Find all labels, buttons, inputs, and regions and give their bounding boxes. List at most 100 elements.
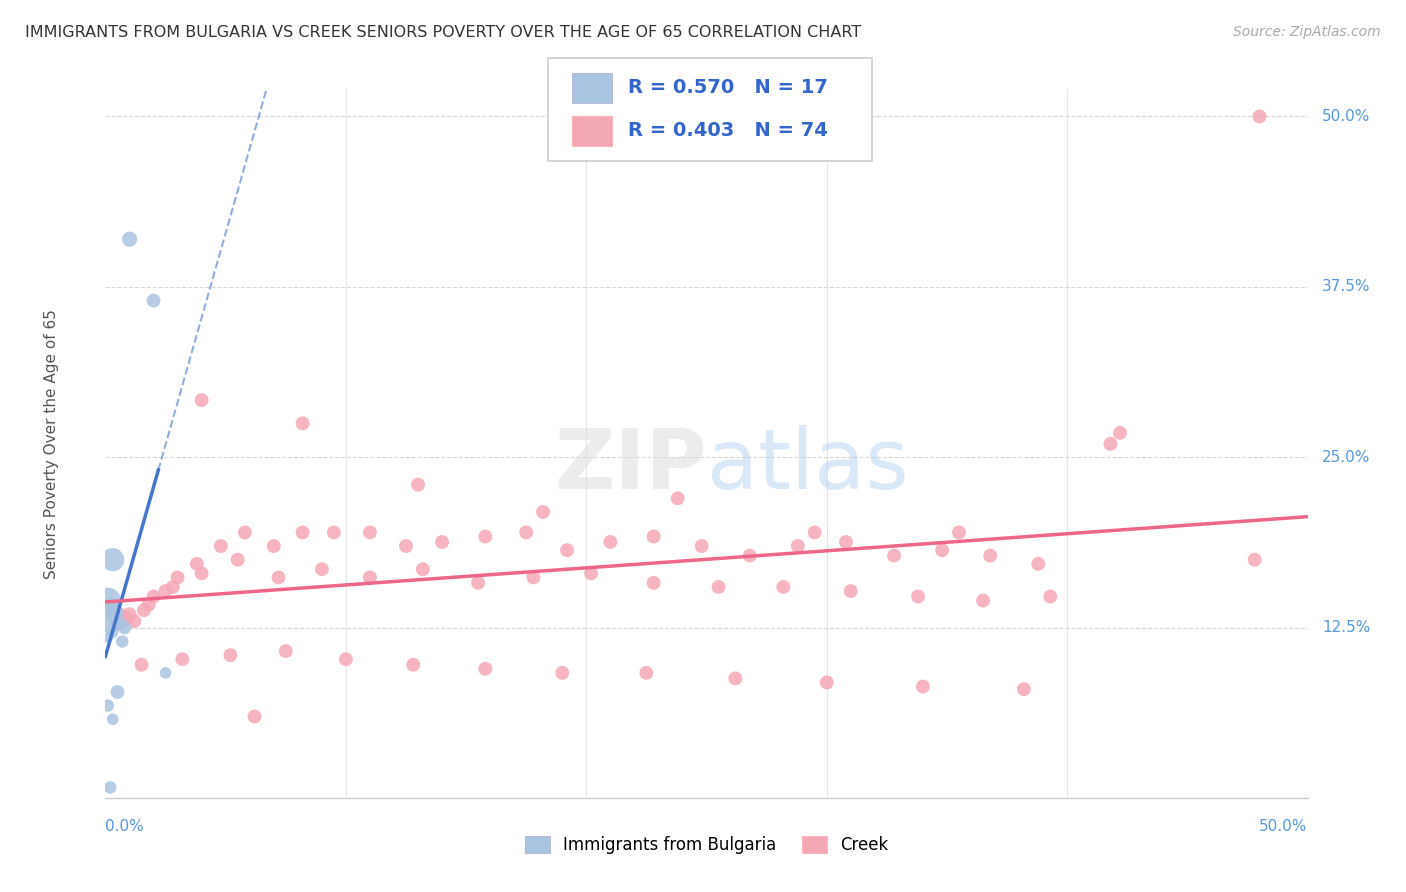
Point — [243, 709, 266, 723]
Point — [101, 624, 124, 639]
Point — [551, 665, 574, 680]
Point — [142, 293, 165, 308]
Point — [786, 539, 808, 553]
Point — [162, 580, 184, 594]
Point — [132, 603, 155, 617]
Point — [322, 525, 344, 540]
Point — [142, 590, 165, 604]
Point — [291, 525, 314, 540]
Point — [1099, 436, 1122, 450]
Point — [138, 598, 160, 612]
Point — [907, 590, 929, 604]
Legend: Immigrants from Bulgaria, Creek: Immigrants from Bulgaria, Creek — [519, 830, 894, 861]
Point — [263, 539, 285, 553]
Point — [412, 562, 434, 576]
Text: R = 0.570   N = 17: R = 0.570 N = 17 — [628, 78, 828, 97]
Point — [883, 549, 905, 563]
Point — [108, 607, 131, 622]
Text: ZIP: ZIP — [554, 425, 707, 506]
Text: Source: ZipAtlas.com: Source: ZipAtlas.com — [1233, 25, 1381, 39]
Point — [114, 621, 136, 635]
Point — [636, 665, 658, 680]
Point — [1012, 682, 1035, 697]
Point — [406, 477, 429, 491]
Point — [104, 607, 127, 622]
Point — [1249, 110, 1271, 124]
Point — [166, 570, 188, 584]
Point — [97, 593, 120, 607]
Text: 50.0%: 50.0% — [1322, 109, 1371, 124]
Point — [835, 535, 858, 549]
Point — [467, 575, 489, 590]
Point — [118, 232, 141, 246]
Point — [474, 662, 496, 676]
Point — [1039, 590, 1062, 604]
Point — [599, 535, 621, 549]
Point — [803, 525, 825, 540]
Point — [772, 580, 794, 594]
Point — [335, 652, 357, 666]
Point — [724, 671, 747, 685]
Text: atlas: atlas — [707, 425, 908, 506]
Point — [98, 780, 121, 795]
Point — [738, 549, 761, 563]
Point — [402, 657, 425, 672]
Point — [209, 539, 232, 553]
Point — [931, 543, 953, 558]
Point — [118, 607, 141, 622]
Point — [515, 525, 537, 540]
Point — [359, 525, 381, 540]
Point — [555, 543, 578, 558]
Point — [131, 657, 153, 672]
Point — [97, 698, 120, 713]
Point — [267, 570, 290, 584]
Point — [972, 593, 994, 607]
Point — [108, 616, 131, 631]
Point — [643, 575, 665, 590]
Point — [233, 525, 256, 540]
Point — [101, 552, 124, 566]
Point — [1026, 557, 1049, 571]
Point — [107, 685, 129, 699]
Point — [98, 600, 121, 615]
Point — [219, 648, 242, 662]
Point — [1109, 425, 1132, 440]
Point — [707, 580, 730, 594]
Text: 25.0%: 25.0% — [1322, 450, 1371, 465]
Point — [190, 393, 212, 408]
Point — [579, 566, 602, 581]
Point — [839, 584, 862, 599]
Point — [111, 634, 134, 648]
Point — [107, 616, 129, 631]
Point — [531, 505, 554, 519]
Point — [101, 603, 124, 617]
Point — [395, 539, 418, 553]
Point — [359, 570, 381, 584]
Point — [190, 566, 212, 581]
Point — [311, 562, 333, 576]
Point — [911, 680, 934, 694]
Point — [97, 631, 120, 645]
Point — [274, 644, 297, 658]
Point — [124, 614, 146, 628]
Point — [101, 712, 124, 726]
Point — [115, 611, 138, 625]
Point — [172, 652, 194, 666]
Point — [643, 529, 665, 543]
Text: IMMIGRANTS FROM BULGARIA VS CREEK SENIORS POVERTY OVER THE AGE OF 65 CORRELATION: IMMIGRANTS FROM BULGARIA VS CREEK SENIOR… — [25, 25, 862, 40]
Point — [522, 570, 544, 584]
Point — [474, 529, 496, 543]
Point — [690, 539, 713, 553]
Text: 50.0%: 50.0% — [1260, 820, 1308, 834]
Text: 12.5%: 12.5% — [1322, 620, 1371, 635]
Point — [948, 525, 970, 540]
Point — [226, 552, 249, 566]
Point — [155, 665, 177, 680]
Point — [98, 616, 121, 631]
Point — [155, 584, 177, 599]
Text: 37.5%: 37.5% — [1322, 279, 1371, 294]
Text: R = 0.403   N = 74: R = 0.403 N = 74 — [628, 121, 828, 140]
Point — [815, 675, 838, 690]
Point — [979, 549, 1001, 563]
Point — [186, 557, 208, 571]
